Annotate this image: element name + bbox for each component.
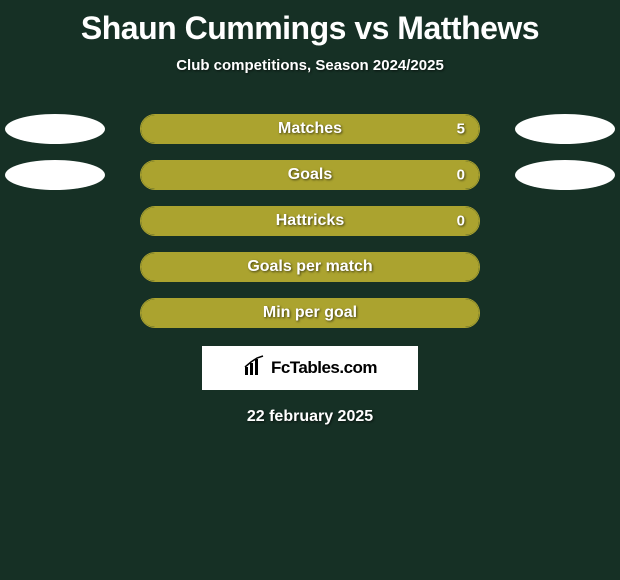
stat-value: 0 [457, 167, 465, 184]
stat-bar: Matches 5 [140, 114, 480, 144]
stat-bar: Hattricks 0 [140, 206, 480, 236]
stat-label: Matches [278, 120, 342, 138]
left-ellipse-slot [0, 206, 110, 236]
left-ellipse-slot [0, 160, 110, 190]
stat-bar: Goals 0 [140, 160, 480, 190]
right-ellipse-slot [510, 298, 620, 328]
comparison-row: Goals per match [0, 252, 620, 282]
right-ellipse-slot [510, 114, 620, 144]
comparison-row: Goals 0 [0, 160, 620, 190]
left-ellipse-slot [0, 114, 110, 144]
comparison-row: Hattricks 0 [0, 206, 620, 236]
player-right-ellipse-icon [515, 160, 615, 190]
player-left-ellipse-icon [5, 160, 105, 190]
stat-label: Goals per match [247, 258, 372, 276]
player-right-ellipse-icon [515, 114, 615, 144]
brand-box: FcTables.com [202, 346, 418, 390]
stat-bar: Goals per match [140, 252, 480, 282]
right-ellipse-slot [510, 206, 620, 236]
stat-label: Goals [288, 166, 332, 184]
right-ellipse-slot [510, 160, 620, 190]
right-ellipse-slot [510, 252, 620, 282]
comparison-row: Matches 5 [0, 114, 620, 144]
player-left-ellipse-icon [5, 114, 105, 144]
stat-bar: Min per goal [140, 298, 480, 328]
comparison-row: Min per goal [0, 298, 620, 328]
comparison-rows: Matches 5 Goals 0 Hattricks 0 Goals per match M… [0, 114, 620, 328]
stat-value: 5 [457, 121, 465, 138]
stat-value: 0 [457, 213, 465, 230]
brand-text: FcTables.com [271, 358, 377, 378]
brand-chart-icon [243, 355, 265, 382]
left-ellipse-slot [0, 252, 110, 282]
left-ellipse-slot [0, 298, 110, 328]
date-text: 22 february 2025 [0, 408, 620, 426]
stat-label: Hattricks [276, 212, 344, 230]
stat-label: Min per goal [263, 304, 357, 322]
page-title: Shaun Cummings vs Matthews [0, 0, 620, 47]
subtitle: Club competitions, Season 2024/2025 [0, 57, 620, 74]
